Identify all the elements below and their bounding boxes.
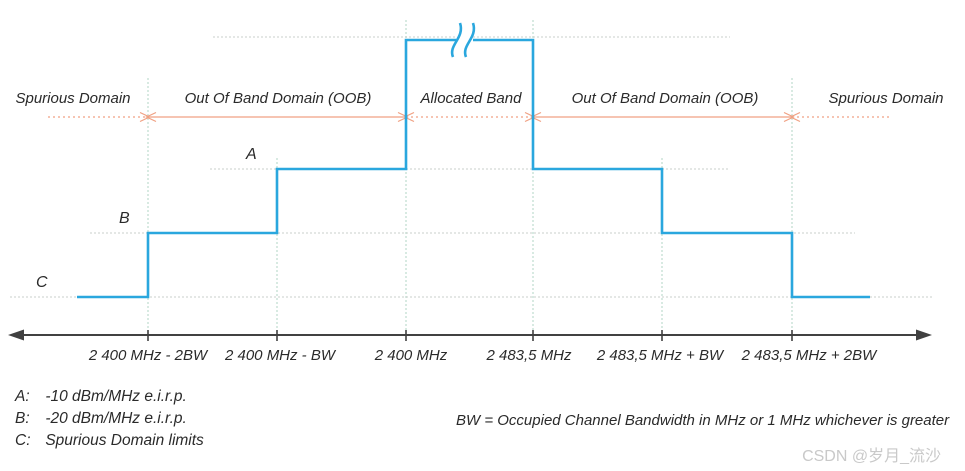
axis-ticks xyxy=(147,330,793,341)
legend-value-b: -20 dBm/MHz e.i.r.p. xyxy=(45,410,187,427)
watermark: CSDN @岁月_流沙 xyxy=(802,448,941,465)
domain-range-arrows xyxy=(48,111,890,123)
level-marker-a: A xyxy=(246,146,257,163)
legend-item-a: A: -10 dBm/MHz e.i.r.p. xyxy=(15,388,204,410)
freq-label-24835: 2 483,5 MHz xyxy=(486,347,572,364)
emission-mask-line xyxy=(77,38,870,299)
legend-value-c: Spurious Domain limits xyxy=(45,432,204,449)
domain-label-spurious-left: Spurious Domain xyxy=(15,90,131,107)
domain-label-oob-right: Out Of Band Domain (OOB) xyxy=(571,90,759,107)
domain-label-spurious-right: Spurious Domain xyxy=(828,90,944,107)
legend-item-c: C: Spurious Domain limits xyxy=(15,432,204,454)
freq-label-2400-minus-bw: 2 400 MHz - BW xyxy=(224,347,336,364)
grid-verticals xyxy=(147,20,793,335)
freq-label-2400: 2 400 MHz xyxy=(374,347,448,364)
freq-label-2400-minus-2bw: 2 400 MHz - 2BW xyxy=(88,347,208,364)
domain-label-oob-left: Out Of Band Domain (OOB) xyxy=(184,90,372,107)
boundary-arrowheads xyxy=(139,111,801,123)
bw-definition-note: BW = Occupied Channel Bandwidth in MHz o… xyxy=(456,412,950,429)
level-marker-c: C xyxy=(36,274,48,291)
legend-value-a: -10 dBm/MHz e.i.r.p. xyxy=(45,388,187,405)
freq-label-24835-plus-2bw: 2 483,5 MHz + 2BW xyxy=(741,347,877,364)
frequency-axis xyxy=(8,329,932,341)
legend-key-a: A: xyxy=(15,388,30,405)
level-marker-b: B xyxy=(119,210,130,227)
freq-label-24835-plus-bw: 2 483,5 MHz + BW xyxy=(596,347,724,364)
domain-label-allocated-band: Allocated Band xyxy=(420,90,522,107)
legend-item-b: B: -20 dBm/MHz e.i.r.p. xyxy=(15,410,204,432)
axis-break-icon xyxy=(450,22,476,58)
legend-key-c: C: xyxy=(15,432,31,449)
legend: A: -10 dBm/MHz e.i.r.p. B: -20 dBm/MHz e… xyxy=(15,388,204,454)
legend-key-b: B: xyxy=(15,410,30,427)
